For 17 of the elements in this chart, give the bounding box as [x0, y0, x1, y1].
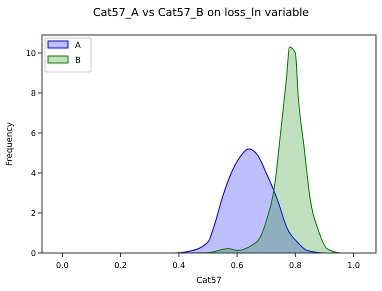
x-tick-label: 1.0 — [347, 261, 360, 270]
x-tick-label: 0.8 — [288, 261, 302, 270]
legend-label: A — [75, 41, 81, 51]
legend-label: B — [75, 56, 81, 66]
y-tick-label: 0 — [30, 249, 36, 258]
y-tick-label: 2 — [30, 209, 36, 218]
y-tick-label: 10 — [26, 49, 36, 58]
x-tick-label: 0.6 — [230, 261, 244, 270]
y-tick-label: 8 — [30, 89, 36, 98]
y-tick-label: 4 — [30, 169, 36, 178]
x-tick-label: 0.4 — [172, 261, 186, 270]
chart-title: Cat57_A vs Cat57_B on loss_ln variable — [92, 6, 310, 19]
x-tick-label: 0.2 — [114, 261, 127, 270]
x-tick-label: 0.0 — [56, 261, 69, 270]
y-axis-title: Frequency — [5, 122, 15, 166]
y-tick-label: 6 — [30, 129, 36, 138]
x-axis-title: Cat57 — [196, 276, 222, 286]
